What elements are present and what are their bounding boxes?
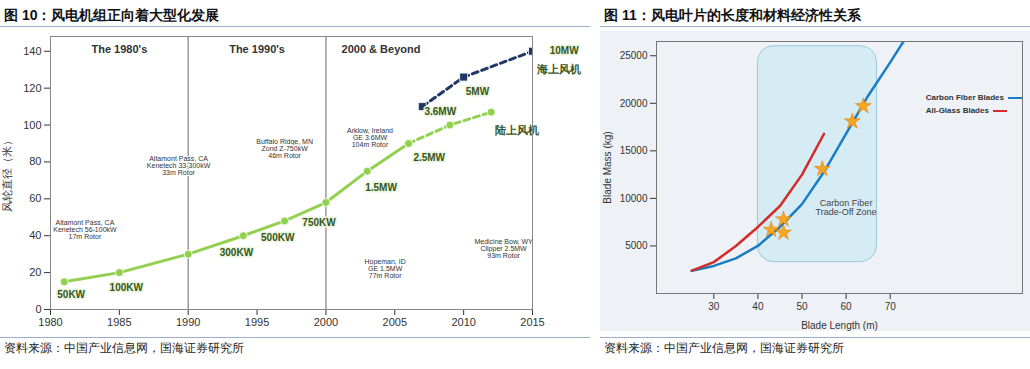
svg-text:Hopeman, IDGE 1.5MW77m Rotor: Hopeman, IDGE 1.5MW77m Rotor <box>365 258 406 279</box>
svg-text:70: 70 <box>885 301 897 312</box>
svg-text:50KW: 50KW <box>57 289 85 300</box>
html-text:All-Glass Blades: All-Glass Blades <box>925 106 989 115</box>
svg-text:The 1990's: The 1990's <box>229 43 285 55</box>
svg-text:100KW: 100KW <box>110 282 144 293</box>
svg-text:Buffalo Ridge, MNZond Z-750kW4: Buffalo Ridge, MNZond Z-750kW46m Rotor <box>256 138 313 159</box>
svg-text:60: 60 <box>29 192 41 204</box>
svg-text:20000: 20000 <box>620 98 648 109</box>
svg-text:40: 40 <box>29 229 41 241</box>
svg-text:2000 & Beyond: 2000 & Beyond <box>342 43 421 55</box>
svg-text:40: 40 <box>752 301 764 312</box>
svg-text:Medicine Bow, WYClipper 2.5MW9: Medicine Bow, WYClipper 2.5MW93m Rotor <box>474 238 533 259</box>
svg-text:海上风机: 海上风机 <box>536 63 581 75</box>
svg-text:50: 50 <box>796 301 808 312</box>
svg-text:1985: 1985 <box>107 316 131 328</box>
svg-text:140: 140 <box>23 45 41 57</box>
svg-text:Blade Mass (kg): Blade Mass (kg) <box>602 131 613 203</box>
svg-text:2005: 2005 <box>383 316 407 328</box>
html-text:资料来源：中国产业信息网，国海证券研究所: 资料来源：中国产业信息网，国海证券研究所 <box>4 341 244 355</box>
svg-text:2.5MW: 2.5MW <box>413 152 445 163</box>
svg-text:2000: 2000 <box>314 316 338 328</box>
svg-text:Altamont Pass, CAKenetech 56-1: Altamont Pass, CAKenetech 56-100kW17m Ro… <box>53 219 117 240</box>
svg-text:Arklow, IrelandGE 3.6MW104m Ro: Arklow, IrelandGE 3.6MW104m Rotor <box>347 127 393 148</box>
svg-text:500KW: 500KW <box>261 232 295 243</box>
svg-text:30: 30 <box>708 301 720 312</box>
svg-text:15000: 15000 <box>620 145 648 156</box>
svg-text:陆上风机: 陆上风机 <box>495 123 540 136</box>
svg-text:1990: 1990 <box>176 316 200 328</box>
svg-text:80: 80 <box>29 155 41 167</box>
svg-text:10MW: 10MW <box>550 45 579 56</box>
svg-text:5000: 5000 <box>625 240 648 251</box>
svg-text:25000: 25000 <box>620 50 648 61</box>
svg-text:0: 0 <box>35 303 41 315</box>
svg-text:2010: 2010 <box>451 316 475 328</box>
html-text:资料来源：中国产业信息网，国海证券研究所: 资料来源：中国产业信息网，国海证券研究所 <box>604 341 844 355</box>
html-text:Carbon Fiber Blades: Carbon Fiber Blades <box>925 93 1004 102</box>
svg-text:Altamont Pass, CAKenetech 33-3: Altamont Pass, CAKenetech 33-300kW33m Ro… <box>147 155 211 176</box>
svg-text:60: 60 <box>841 301 853 312</box>
svg-text:The 1980's: The 1980's <box>91 43 147 55</box>
svg-text:300KW: 300KW <box>220 247 254 258</box>
svg-text:5MW: 5MW <box>466 86 490 97</box>
svg-text:750KW: 750KW <box>302 217 336 228</box>
html-text:图 11：风电叶片的长度和材料经济性关系: 图 11：风电叶片的长度和材料经济性关系 <box>604 7 861 23</box>
svg-text:100: 100 <box>23 119 41 131</box>
svg-text:风轮直径（米）: 风轮直径（米） <box>1 135 13 212</box>
svg-text:1980: 1980 <box>38 316 62 328</box>
svg-text:3.6MW: 3.6MW <box>424 106 456 117</box>
html-text:图 10：风电机组正向着大型化发展: 图 10：风电机组正向着大型化发展 <box>4 7 220 23</box>
svg-text:20: 20 <box>29 266 41 278</box>
svg-text:120: 120 <box>23 82 41 94</box>
svg-text:Carbon FiberTrade-Off Zone: Carbon FiberTrade-Off Zone <box>816 198 877 217</box>
svg-text:1.5MW: 1.5MW <box>365 182 397 193</box>
svg-text:1995: 1995 <box>245 316 269 328</box>
svg-text:2015: 2015 <box>520 316 544 328</box>
svg-text:10000: 10000 <box>620 193 648 204</box>
svg-text:Blade Length (m): Blade Length (m) <box>801 320 878 331</box>
